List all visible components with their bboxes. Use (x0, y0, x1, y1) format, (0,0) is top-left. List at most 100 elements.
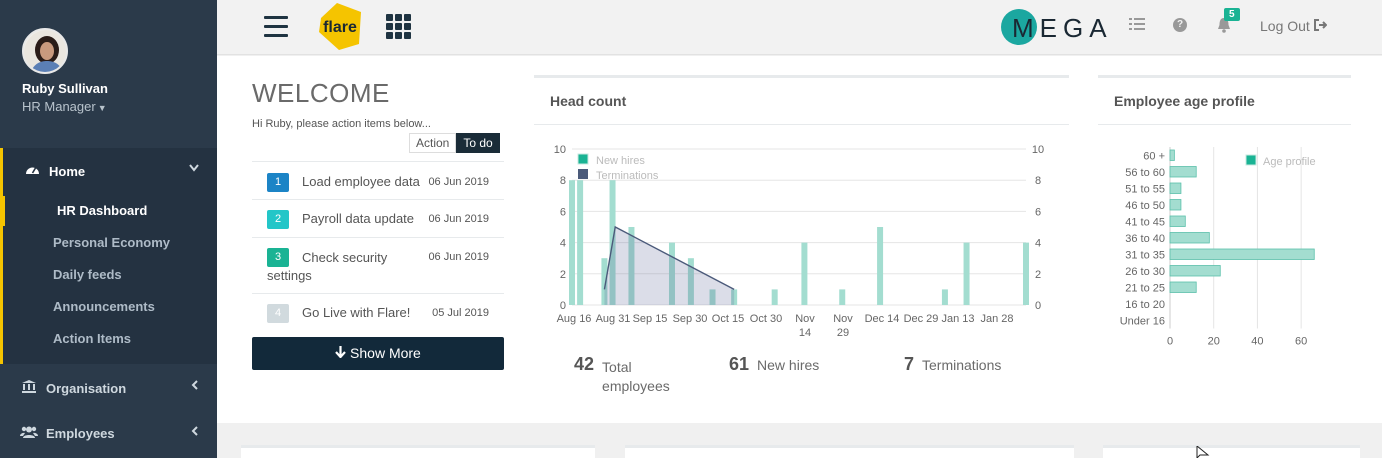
area-terminations (604, 227, 735, 305)
bar-new-hires (801, 242, 808, 305)
bar-new-hires (601, 258, 608, 305)
legend-swatch-age-profile (1245, 154, 1257, 166)
stat-label: Terminations (922, 357, 1002, 373)
help-icon[interactable]: ? (1173, 18, 1187, 32)
x-tick-label: 60 (1295, 336, 1307, 346)
welcome-subtitle: Hi Ruby, please action items below... (252, 118, 431, 130)
x-tick-label: Dec 29 (904, 313, 939, 325)
bar-new-hires (569, 180, 575, 305)
age-panel-border (1098, 75, 1351, 78)
avatar[interactable] (22, 28, 68, 74)
todo-item[interactable]: 1 Load employee data 06 Jun 2019 (252, 161, 504, 199)
profile-section: Ruby Sullivan HR Manager ▼ (0, 0, 217, 148)
x-tick-label: Sep 15 (633, 313, 668, 325)
todo-item[interactable]: 3 Check security settings 06 Jun 2019 (252, 237, 504, 293)
bar-age-profile (1169, 149, 1175, 161)
y-tick-label: 10 (554, 144, 566, 156)
topbar: flare MEGA ? 5 Log Out (217, 0, 1382, 55)
dashboard-icon (23, 163, 41, 179)
bottom-card (241, 445, 595, 458)
bar-new-hires (687, 258, 694, 305)
bar-new-hires (577, 180, 584, 305)
stat-value: 7 (904, 354, 915, 374)
age-profile-divider (1098, 124, 1351, 125)
todo-date: 05 Jul 2019 (432, 307, 489, 319)
x-tick-label: Aug 31 (596, 313, 631, 325)
todo-number: 2 (267, 210, 289, 229)
stat-terminations: 7 Terminations (904, 354, 1001, 375)
sidebar-item-action-items[interactable]: Action Items (53, 331, 132, 346)
legend-swatch-new-hires (577, 153, 589, 165)
bar-new-hires (668, 242, 675, 305)
hamburger-menu-icon[interactable] (264, 16, 288, 38)
user-role-dropdown[interactable]: HR Manager ▼ (22, 99, 107, 114)
y-tick-label: 56 to 60 (1125, 167, 1165, 179)
sidebar-item-hr-dashboard[interactable]: HR Dashboard (57, 203, 148, 218)
bar-age-profile (1169, 248, 1315, 260)
todo-number: 3 (267, 248, 289, 267)
chevron-down-icon[interactable] (189, 163, 199, 175)
y2-tick-label: 2 (1035, 269, 1041, 281)
stat-new-hires: 61 New hires (729, 354, 819, 375)
action-todo-toggle: Action To do (409, 133, 500, 153)
toggle-todo[interactable]: To do (456, 133, 500, 153)
headcount-chart: 0 0 2 2 4 4 6 6 8 8 10 10 Aug 16 Aug 31 Sep 15 Sep 30 Oc… (554, 144, 1044, 339)
x-tick-label: Oct 30 (750, 313, 782, 325)
nav-organisation-label: Organisation (46, 381, 127, 396)
arrow-down-icon (335, 345, 350, 361)
apps-grid-icon[interactable] (386, 14, 411, 39)
y-tick-label: 36 to 40 (1125, 233, 1165, 245)
sign-out-icon (1313, 18, 1328, 34)
bar-new-hires (628, 227, 635, 305)
stat-value: 61 (729, 354, 750, 374)
todo-item[interactable]: 2 Payroll data update 06 Jun 2019 (252, 199, 504, 237)
stat-label: New hires (757, 357, 820, 373)
nav-organisation[interactable]: Organisation (20, 380, 126, 396)
toggle-action[interactable]: Action (409, 133, 457, 153)
y-tick-label: 31 to 35 (1125, 249, 1165, 261)
legend-label-terminations: Terminations (596, 170, 659, 182)
y2-tick-label: 8 (1035, 175, 1041, 187)
headcount-divider (534, 124, 1069, 125)
chevron-left-icon[interactable] (191, 380, 199, 393)
chevron-left-icon[interactable] (191, 426, 199, 439)
bottom-card (1103, 445, 1360, 458)
sidebar: Ruby Sullivan HR Manager ▼ Home HR Dashbo… (0, 0, 217, 458)
todo-date: 06 Jun 2019 (428, 213, 489, 225)
age-profile-title: Employee age profile (1114, 93, 1255, 109)
y-tick-label: Under 16 (1120, 315, 1165, 327)
list-icon[interactable] (1129, 17, 1145, 31)
x-tick-label: 20 (1208, 336, 1220, 346)
legend-label-age-profile: Age profile (1263, 156, 1316, 168)
stat-total-employees: 42 Total employees (574, 354, 682, 396)
flare-logo[interactable]: flare (317, 2, 365, 50)
notification-badge: 5 (1224, 8, 1240, 21)
y-tick-label: 46 to 50 (1125, 200, 1165, 212)
sidebar-item-daily-feeds[interactable]: Daily feeds (53, 267, 122, 282)
todo-date: 06 Jun 2019 (428, 251, 489, 263)
mouse-cursor-icon (1196, 446, 1210, 458)
bar-age-profile (1169, 281, 1197, 293)
line-terminations (603, 225, 735, 291)
sidebar-item-announcements[interactable]: Announcements (53, 299, 155, 314)
y-tick-label: 41 to 45 (1125, 216, 1165, 228)
todo-item[interactable]: 4 Go Live with Flare! 05 Jul 2019 (252, 293, 504, 331)
show-more-label: Show More (350, 345, 421, 361)
todo-text: Go Live with Flare! (302, 305, 411, 320)
sidebar-item-personal-economy[interactable]: Personal Economy (53, 235, 171, 250)
flare-logo-text: flare (323, 19, 357, 36)
todo-text: Check security settings (267, 250, 388, 283)
nav-home[interactable]: Home (23, 163, 85, 179)
nav-employees[interactable]: Employees (20, 426, 115, 441)
bar-age-profile (1169, 265, 1221, 277)
active-indicator (0, 196, 5, 226)
y2-tick-label: 10 (1032, 144, 1044, 156)
bar-new-hires (839, 289, 846, 305)
nav-home-section: Home (0, 148, 217, 364)
bar-age-profile (1169, 182, 1182, 194)
logout-button[interactable]: Log Out (1260, 18, 1328, 34)
bar-new-hires (771, 289, 778, 305)
x-tick-label: Oct 15 (712, 313, 744, 325)
bar-age-profile (1169, 166, 1197, 178)
show-more-button[interactable]: Show More (252, 337, 504, 370)
